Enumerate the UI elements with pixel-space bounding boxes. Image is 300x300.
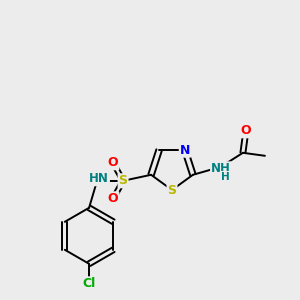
Text: N: N — [180, 144, 190, 157]
Text: S: S — [167, 184, 176, 196]
Text: O: O — [108, 192, 118, 205]
Text: NH: NH — [211, 162, 231, 175]
Text: H: H — [220, 172, 229, 182]
Text: O: O — [108, 156, 118, 169]
Text: O: O — [241, 124, 251, 137]
Text: S: S — [118, 174, 127, 187]
Text: HN: HN — [89, 172, 109, 185]
Text: Cl: Cl — [82, 277, 96, 290]
